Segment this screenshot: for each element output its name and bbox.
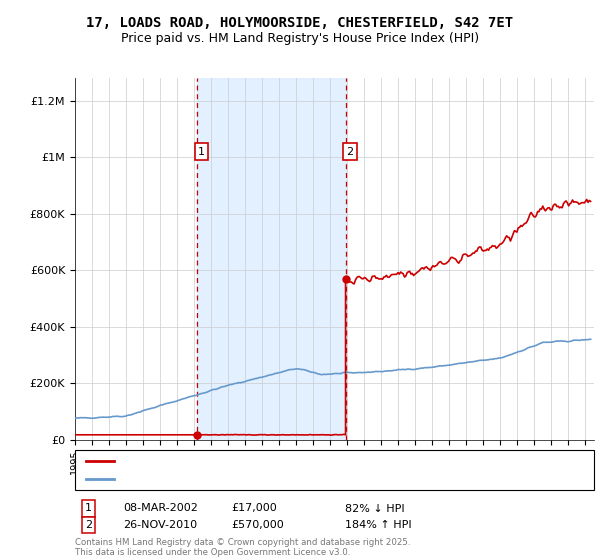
Text: HPI: Average price, detached house, North East Derbyshire: HPI: Average price, detached house, Nort… — [118, 474, 427, 484]
Text: 184% ↑ HPI: 184% ↑ HPI — [345, 520, 412, 530]
Text: 1: 1 — [85, 503, 92, 514]
Text: 17, LOADS ROAD, HOLYMOORSIDE, CHESTERFIELD, S42 7ET: 17, LOADS ROAD, HOLYMOORSIDE, CHESTERFIE… — [86, 16, 514, 30]
Text: Price paid vs. HM Land Registry's House Price Index (HPI): Price paid vs. HM Land Registry's House … — [121, 32, 479, 45]
Text: 08-MAR-2002: 08-MAR-2002 — [123, 503, 198, 514]
Text: 26-NOV-2010: 26-NOV-2010 — [123, 520, 197, 530]
Bar — [197, 78, 346, 440]
Text: 1: 1 — [198, 147, 205, 157]
Text: 17, LOADS ROAD, HOLYMOORSIDE, CHESTERFIELD, S42 7ET (detached house): 17, LOADS ROAD, HOLYMOORSIDE, CHESTERFIE… — [118, 456, 525, 465]
Text: £570,000: £570,000 — [231, 520, 284, 530]
Text: 2: 2 — [346, 147, 353, 157]
Text: 82% ↓ HPI: 82% ↓ HPI — [345, 503, 404, 514]
Text: Contains HM Land Registry data © Crown copyright and database right 2025.
This d: Contains HM Land Registry data © Crown c… — [75, 538, 410, 557]
Text: 2: 2 — [85, 520, 92, 530]
Text: £17,000: £17,000 — [231, 503, 277, 514]
